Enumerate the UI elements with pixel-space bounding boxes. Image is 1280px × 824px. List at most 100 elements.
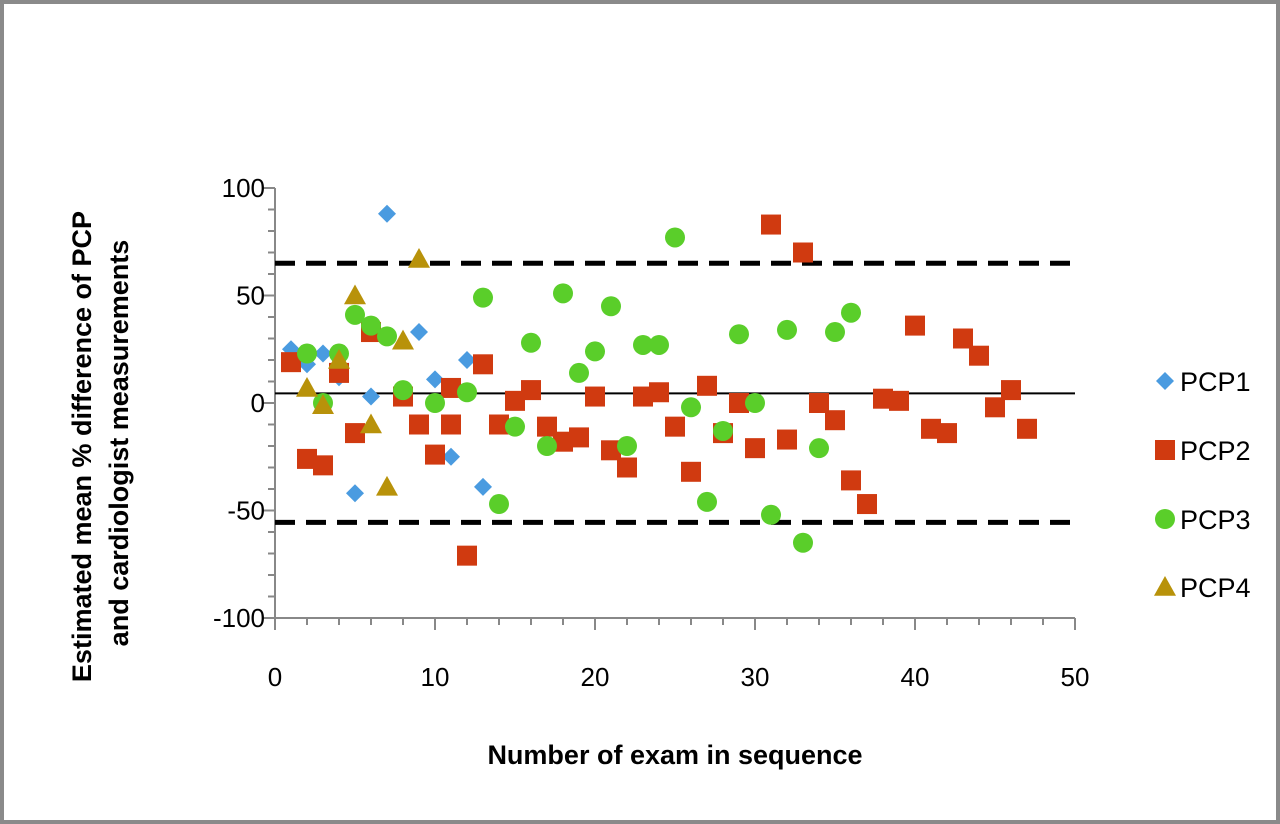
legend-label-pcp1: PCP1 <box>1180 367 1251 397</box>
pcp4-point <box>344 284 366 305</box>
pcp3-point <box>393 380 413 401</box>
pcp2-point <box>761 214 781 235</box>
pcp2-point <box>537 416 557 437</box>
y-tick-label: 50 <box>236 281 265 311</box>
pcp3-point <box>377 326 397 347</box>
pcp3-point <box>825 322 845 343</box>
pcp2-point <box>857 494 877 515</box>
x-tick-label: 20 <box>581 662 610 692</box>
pcp2-point <box>777 429 797 450</box>
pcp2-point <box>409 414 429 435</box>
pcp2-point <box>425 444 445 465</box>
legend-label-pcp3: PCP3 <box>1180 505 1251 535</box>
pcp2-point <box>969 345 989 366</box>
pcp2-point <box>681 461 701 482</box>
pcp3-point <box>793 532 813 553</box>
legend-item-pcp2: PCP2 <box>1155 436 1251 466</box>
pcp1-point <box>346 484 364 503</box>
pcp2-point <box>825 410 845 431</box>
pcp3-point <box>729 324 749 345</box>
pcp2-point <box>905 315 925 336</box>
y-axis-title-line-2: and cardiologist measurements <box>104 240 134 647</box>
pcp2-point <box>633 386 653 407</box>
pcp2-point <box>793 242 813 263</box>
pcp3-point <box>297 343 317 364</box>
pcp2-point <box>313 455 333 476</box>
pcp2-point <box>281 352 301 373</box>
pcp3-point <box>809 438 829 459</box>
axes: 100 50 0 -50 -100 0 10 20 30 40 50 <box>213 173 1090 692</box>
pcp2-point <box>985 397 1005 418</box>
pcp2-point <box>697 375 717 396</box>
pcp1-point <box>426 370 444 389</box>
pcp3-point <box>505 416 525 437</box>
pcp2-point <box>345 423 365 444</box>
pcp2-point <box>441 377 461 398</box>
legend-item-pcp4: PCP4 <box>1154 573 1251 603</box>
pcp3-point <box>473 287 493 308</box>
pcp1-point <box>474 477 492 496</box>
pcp4-point <box>296 376 318 397</box>
pcp3-point <box>537 436 557 456</box>
x-tick-label: 10 <box>421 662 450 692</box>
pcp3-point <box>521 332 541 353</box>
pcp3-point <box>713 420 733 441</box>
pcp1-point <box>410 323 428 342</box>
pcp3-point <box>841 302 861 323</box>
pcp1-point <box>314 344 332 363</box>
legend-marker-pcp2 <box>1155 440 1175 460</box>
pcp2-point <box>585 386 605 407</box>
pcp1-point <box>378 204 396 223</box>
pcp3-point <box>425 393 445 413</box>
pcp2-point <box>553 431 573 452</box>
x-tick-label: 0 <box>268 662 282 692</box>
pcp2-point <box>457 545 477 566</box>
pcp2-point <box>953 328 973 349</box>
x-ticks: 0 10 20 30 40 50 <box>268 618 1090 692</box>
pcp2-point <box>745 438 765 459</box>
x-tick-label: 40 <box>901 662 930 692</box>
pcp3-point <box>777 319 797 340</box>
legend: PCP1 PCP2 PCP3 PCP4 <box>1154 367 1251 603</box>
pcp3-point <box>601 296 621 317</box>
pcp2-point <box>665 416 685 437</box>
pcp3-point <box>489 494 509 515</box>
series-pcp4 <box>296 247 430 496</box>
legend-label-pcp4: PCP4 <box>1180 573 1251 603</box>
pcp3-point <box>681 397 701 418</box>
pcp2-point <box>809 393 829 413</box>
pcp3-point <box>345 304 365 325</box>
y-tick-label: -100 <box>213 603 265 633</box>
series-pcp3 <box>297 227 861 553</box>
x-tick-label: 30 <box>741 662 770 692</box>
pcp3-point <box>457 382 477 403</box>
pcp4-point <box>360 413 382 434</box>
pcp2-point <box>601 440 621 461</box>
legend-marker-pcp3 <box>1155 509 1175 529</box>
pcp3-point <box>585 341 605 362</box>
x-tick-label: 50 <box>1061 662 1090 692</box>
pcp3-point <box>761 504 781 525</box>
pcp2-point <box>921 418 941 439</box>
series-pcp2 <box>281 214 1037 566</box>
y-tick-label: 100 <box>222 173 265 203</box>
pcp3-point <box>617 436 637 456</box>
pcp2-point <box>729 393 749 413</box>
pcp3-point <box>745 393 765 413</box>
pcp3-point <box>361 315 381 336</box>
pcp1-point <box>458 351 476 369</box>
pcp1-point <box>362 387 380 406</box>
pcp3-point <box>633 334 653 355</box>
y-tick-label: -50 <box>227 496 265 526</box>
pcp2-point <box>841 470 861 491</box>
pcp2-point <box>1001 380 1021 401</box>
pcp4-point <box>392 329 414 350</box>
y-ticks: 100 50 0 -50 -100 <box>213 173 275 633</box>
legend-marker-pcp1 <box>1156 372 1174 390</box>
x-axis-title: Number of exam in sequence <box>487 740 862 770</box>
pcp2-point <box>473 354 493 375</box>
pcp3-point <box>697 491 717 512</box>
y-axis-title: Estimated mean % difference of PCP and c… <box>67 204 134 682</box>
